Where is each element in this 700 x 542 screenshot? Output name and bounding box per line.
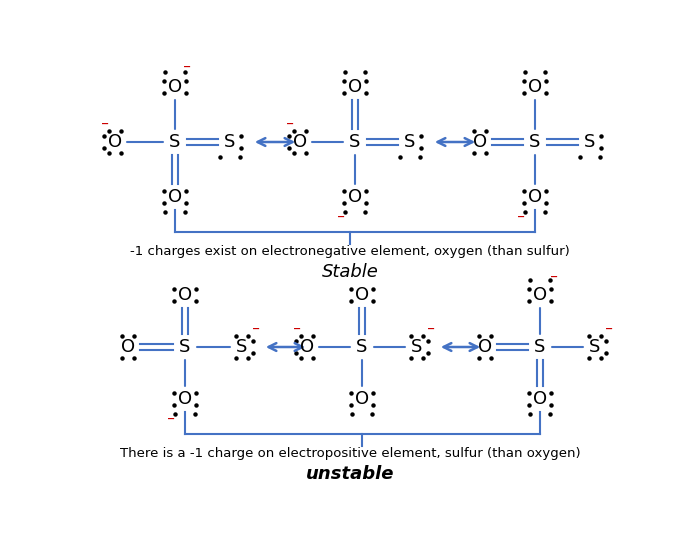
- Text: O: O: [355, 390, 369, 408]
- Text: O: O: [533, 390, 547, 408]
- Text: S: S: [412, 338, 423, 356]
- Text: S: S: [349, 133, 360, 151]
- Text: −: −: [517, 212, 525, 222]
- Text: −: −: [605, 324, 613, 334]
- Text: S: S: [356, 338, 368, 356]
- Text: O: O: [300, 338, 314, 356]
- Text: O: O: [168, 188, 182, 206]
- Text: O: O: [533, 286, 547, 304]
- Text: O: O: [178, 390, 192, 408]
- Text: There is a -1 charge on electropositive element, sulfur (than oxygen): There is a -1 charge on electropositive …: [120, 448, 580, 461]
- Text: O: O: [108, 133, 122, 151]
- Text: unstable: unstable: [306, 465, 394, 483]
- Text: −: −: [286, 119, 294, 129]
- Text: O: O: [168, 78, 182, 96]
- Text: S: S: [534, 338, 546, 356]
- Text: −: −: [101, 119, 109, 129]
- Text: −: −: [293, 324, 301, 334]
- Text: −: −: [183, 62, 191, 72]
- Text: O: O: [348, 188, 362, 206]
- Text: O: O: [348, 78, 362, 96]
- Text: S: S: [237, 338, 248, 356]
- Text: O: O: [121, 338, 135, 356]
- Text: O: O: [293, 133, 307, 151]
- Text: S: S: [224, 133, 236, 151]
- Text: O: O: [355, 286, 369, 304]
- Text: S: S: [179, 338, 190, 356]
- Text: −: −: [550, 272, 558, 282]
- Text: Stable: Stable: [321, 263, 379, 281]
- Text: O: O: [528, 78, 542, 96]
- Text: S: S: [405, 133, 416, 151]
- Text: -1 charges exist on electronegative element, oxygen (than sulfur): -1 charges exist on electronegative elem…: [130, 246, 570, 259]
- Text: O: O: [473, 133, 487, 151]
- Text: S: S: [589, 338, 601, 356]
- Text: O: O: [478, 338, 492, 356]
- Text: S: S: [169, 133, 181, 151]
- Text: −: −: [337, 212, 345, 222]
- Text: O: O: [178, 286, 192, 304]
- Text: −: −: [252, 324, 260, 334]
- Text: S: S: [584, 133, 596, 151]
- Text: S: S: [529, 133, 540, 151]
- Text: −: −: [427, 324, 435, 334]
- Text: O: O: [528, 188, 542, 206]
- Text: −: −: [167, 414, 175, 424]
